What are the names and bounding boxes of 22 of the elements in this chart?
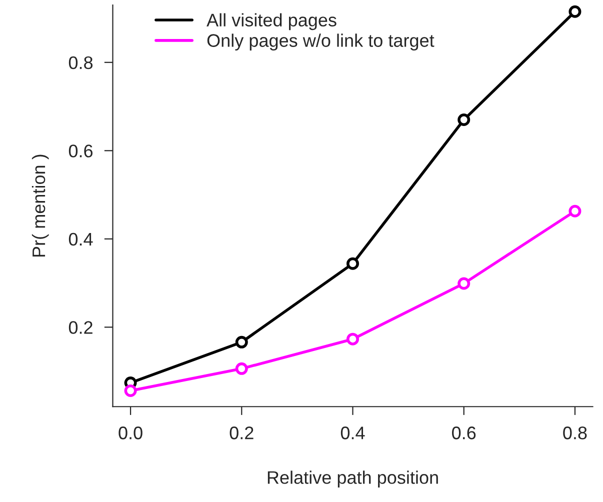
- y-tick-label: 0.6: [68, 144, 93, 158]
- x-tick-label: 0.8: [563, 426, 587, 440]
- y-tick-label: 0.8: [68, 56, 93, 70]
- legend-label: Only pages w/o link to target: [207, 34, 434, 51]
- point: [568, 5, 582, 18]
- point: [235, 336, 248, 348]
- x-tick-label: 0.4: [340, 426, 365, 440]
- x-tick-label: 0.2: [230, 426, 254, 440]
- point: [568, 204, 582, 218]
- point: [346, 332, 360, 346]
- x-tick-label: 0.0: [118, 426, 142, 440]
- point: [458, 277, 470, 290]
- x-axis-title: Relative path position: [268, 470, 438, 488]
- point: [458, 114, 470, 126]
- y-tick-label: 0.2: [68, 321, 92, 334]
- point: [235, 362, 248, 375]
- x-tick-label: 0.6: [452, 426, 476, 440]
- y-axis-title: Pr( mention ): [32, 154, 49, 257]
- point: [346, 257, 360, 270]
- y-tick-label: 0.4: [68, 232, 93, 246]
- point: [124, 384, 137, 397]
- legend-label: All visited pages: [206, 13, 336, 30]
